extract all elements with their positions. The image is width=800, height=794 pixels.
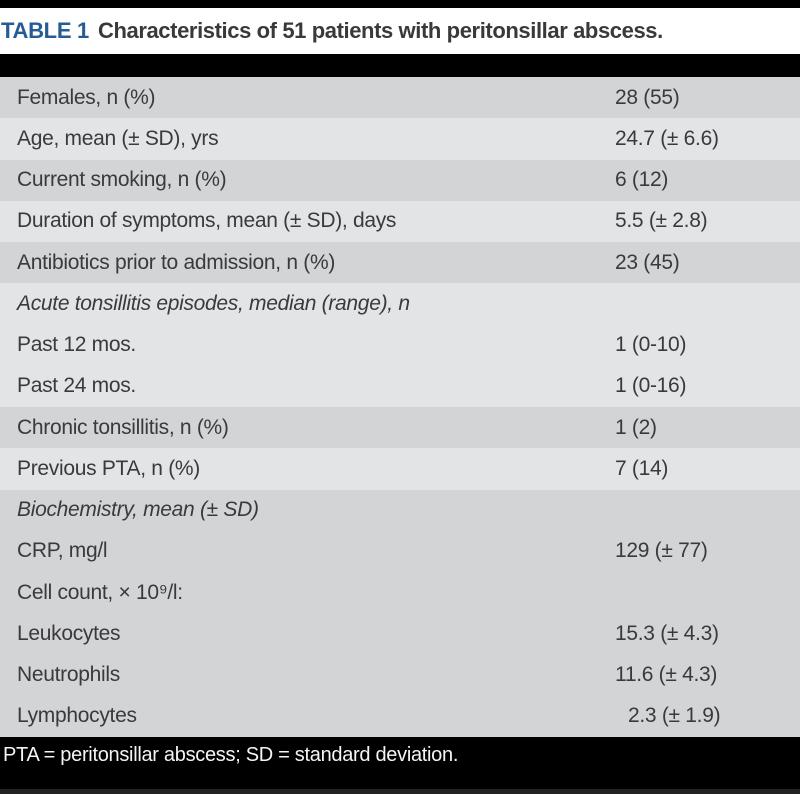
row-value: 23 (45) [615, 250, 680, 274]
row-label: Antibiotics prior to admission, n (%) [17, 250, 336, 274]
row-label: Previous PTA, n (%) [17, 456, 200, 480]
row-value: 1 (0-10) [615, 333, 687, 357]
row-label: Past 24 mos. [17, 374, 136, 398]
table-section-row: Acute tonsillitis episodes, median (rang… [0, 283, 800, 325]
row-value: 1 (0-16) [615, 374, 687, 398]
row-value: 129 (± 77) [615, 539, 708, 563]
footnote-band: PTA = peritonsillar abscess; SD = standa… [0, 737, 800, 794]
row-label: Duration of symptoms, mean (± SD), days [17, 209, 397, 233]
table-row: Chronic tonsillitis, n (%) 1 (2) [0, 407, 800, 449]
row-value: 24.7 (± 6.6) [615, 126, 719, 150]
table-footnote: PTA = peritonsillar abscess; SD = standa… [3, 744, 459, 766]
table-row: Previous PTA, n (%) 7 (14) [0, 448, 800, 490]
caption-divider-rule [0, 54, 800, 77]
row-value: 28 (55) [615, 85, 680, 109]
row-value: 6 (12) [615, 168, 669, 192]
row-label: Past 12 mos. [17, 333, 136, 357]
table-row: CRP, mg/l 129 (± 77) [0, 530, 800, 572]
table-row: Past 24 mos. 1 (0-16) [0, 365, 800, 407]
row-value: 2.3 (± 1.9) [628, 704, 721, 728]
table-body: Females, n (%) 28 (55) Age, mean (± SD),… [0, 77, 800, 737]
row-label: Lymphocytes [17, 704, 137, 728]
row-label: Cell count, × 10⁹/l: [17, 580, 183, 604]
row-label: Females, n (%) [17, 85, 156, 109]
table-row: Current smoking, n (%) 6 (12) [0, 159, 800, 201]
row-value: 7 (14) [615, 456, 669, 480]
top-rule [0, 0, 800, 8]
row-label: Current smoking, n (%) [17, 168, 227, 192]
table-row: Lymphocytes 2.3 (± 1.9) [0, 695, 800, 737]
table-row: Duration of symptoms, mean (± SD), days … [0, 200, 800, 242]
table-row: Females, n (%) 28 (55) [0, 77, 800, 119]
row-label: Neutrophils [17, 663, 120, 687]
row-value: 5.5 (± 2.8) [615, 209, 708, 233]
table-section-row: Biochemistry, mean (± SD) [0, 489, 800, 531]
row-value: 11.6 (± 4.3) [615, 663, 718, 687]
row-label: Age, mean (± SD), yrs [17, 126, 219, 150]
table-row: Antibiotics prior to admission, n (%) 23… [0, 242, 800, 284]
row-value: 1 (2) [615, 415, 657, 439]
table-title: Characteristics of 51 patients with peri… [97, 18, 663, 43]
table-row: Age, mean (± SD), yrs 24.7 (± 6.6) [0, 118, 800, 160]
table-number: TABLE 1 [1, 18, 89, 43]
row-label: Leukocytes [17, 621, 121, 645]
table-row: Cell count, × 10⁹/l: [0, 572, 800, 614]
row-value: 15.3 (± 4.3) [615, 621, 719, 645]
table-row: Neutrophils 11.6 (± 4.3) [0, 654, 800, 696]
row-label: CRP, mg/l [17, 539, 108, 563]
section-label: Acute tonsillitis episodes, median (rang… [17, 291, 410, 315]
section-label: Biochemistry, mean (± SD) [17, 498, 259, 522]
table-row: Leukocytes 15.3 (± 4.3) [0, 613, 800, 655]
row-label: Chronic tonsillitis, n (%) [17, 415, 229, 439]
table-row: Past 12 mos. 1 (0-10) [0, 324, 800, 366]
table-caption: TABLE 1 Characteristics of 51 patients w… [0, 8, 800, 54]
